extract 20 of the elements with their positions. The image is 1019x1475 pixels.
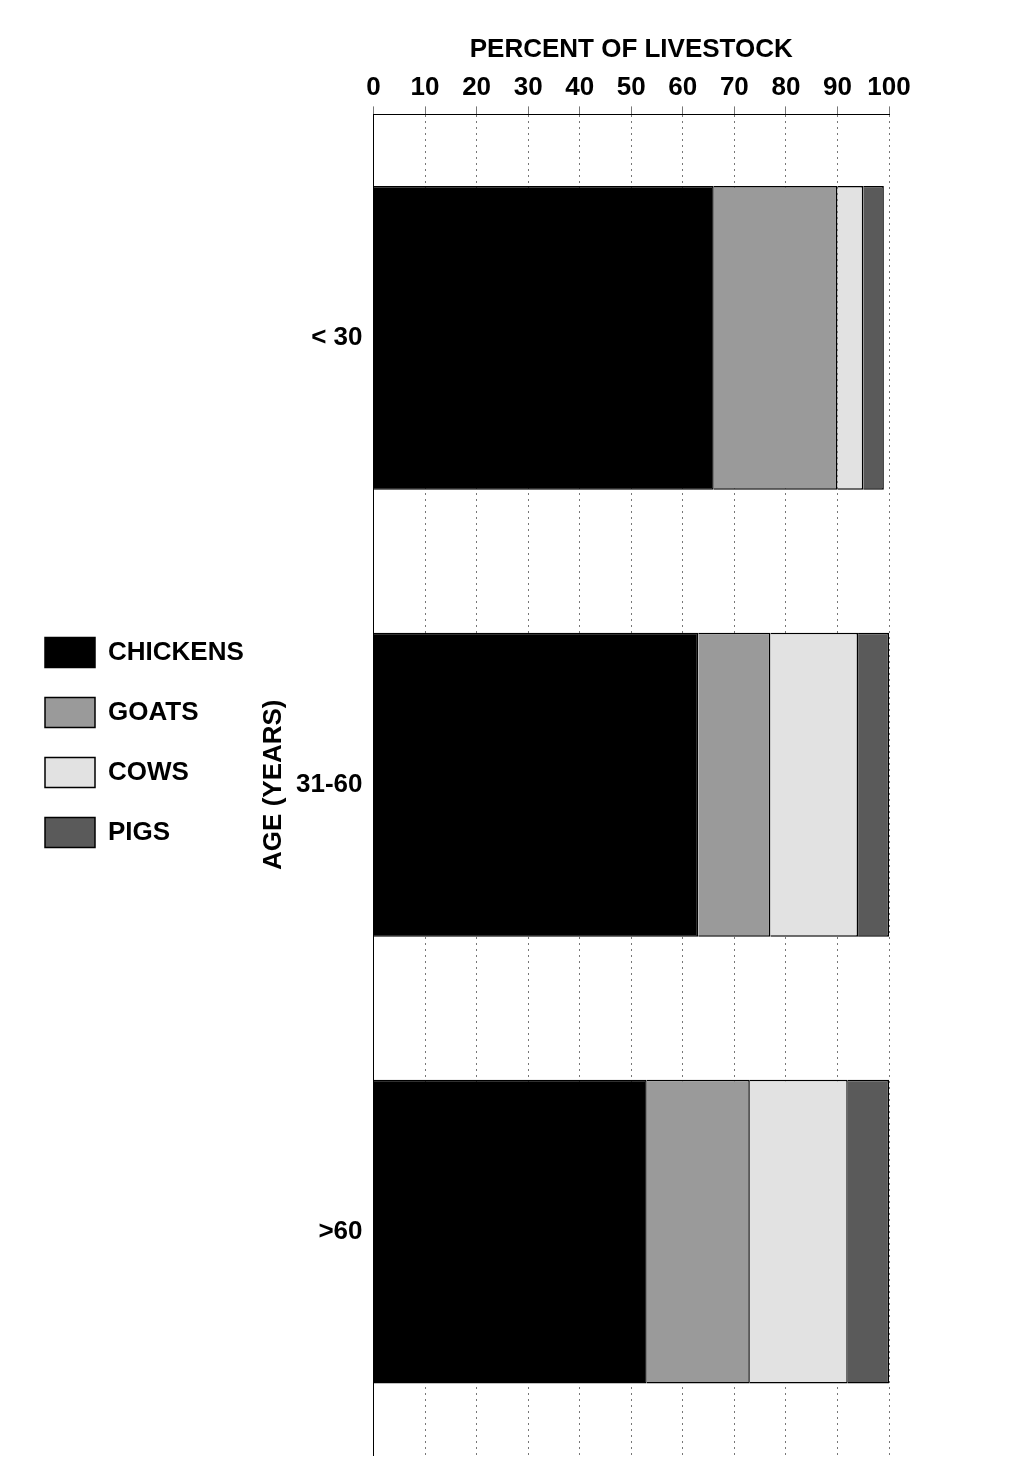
x-tick-label: 30	[513, 70, 543, 101]
y-tick-label: >60	[318, 1214, 363, 1245]
x-tick-label: 70	[719, 70, 749, 101]
x-tick-label: 100	[867, 70, 911, 101]
y-axis-title: AGE (YEARS)	[256, 699, 287, 870]
y-tick-label: < 30	[311, 321, 363, 352]
x-tick-label: 90	[822, 70, 852, 101]
x-axis-title: PERCENT OF LIVESTOCK	[469, 32, 794, 63]
x-tick-label: 0	[366, 70, 381, 101]
x-tick-label: 10	[410, 70, 440, 101]
x-tick-label: 80	[771, 70, 801, 101]
legend-label: GOATS	[108, 695, 199, 726]
y-tick-label: 31-60	[295, 767, 363, 798]
x-tick-label: 20	[462, 70, 492, 101]
x-tick-label: 40	[565, 70, 595, 101]
x-tick-label: 50	[616, 70, 646, 101]
legend-label: COWS	[108, 755, 189, 786]
x-tick-label: 60	[668, 70, 698, 101]
legend-label: PIGS	[108, 815, 171, 846]
legend-label: CHICKENS	[108, 635, 244, 666]
